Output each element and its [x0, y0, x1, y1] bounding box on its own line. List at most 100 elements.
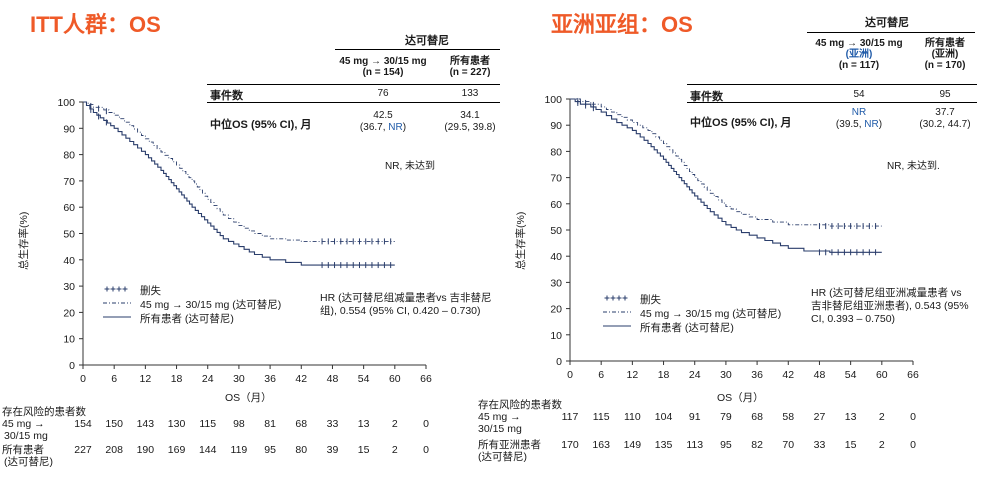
x-axis-label: OS（月）	[717, 392, 764, 404]
nr-note: NR, 未达到	[385, 161, 435, 172]
risk-row1-label: 45 mg → 30/15 mg	[2, 418, 48, 442]
median-col2: 34.1 (29.5, 39.8)	[444, 110, 496, 133]
y-tick-label: 50	[550, 225, 562, 237]
risk-value: 150	[105, 418, 123, 430]
risk-value: 113	[686, 439, 704, 451]
risk-value: 2	[878, 439, 885, 451]
y-tick-label: 0	[69, 360, 75, 372]
y-axis-label: 总生存率(%)	[18, 211, 30, 270]
legend-censored: 删失	[140, 285, 161, 297]
y-tick-label: 30	[63, 281, 75, 293]
x-tick-label: 6	[111, 373, 117, 385]
x-tick-label: 0	[80, 373, 86, 385]
events-label: 事件数	[690, 91, 723, 103]
x-tick-label: 48	[814, 369, 826, 381]
risk-value: 81	[264, 418, 276, 430]
legend-all-patients: 所有患者 (达可替尼)	[640, 322, 734, 334]
y-tick-label: 60	[550, 199, 562, 211]
y-axis-label: 总生存率(%)	[515, 211, 527, 270]
y-tick-label: 30	[550, 277, 562, 289]
y-tick-label: 70	[63, 176, 75, 188]
y-tick-label: 40	[550, 251, 562, 263]
risk-value: 227	[74, 444, 92, 456]
y-tick-label: 50	[63, 229, 75, 241]
curve-all-patients	[83, 101, 395, 266]
x-tick-label: 6	[598, 369, 604, 381]
x-tick-label: 36	[751, 369, 763, 381]
risk-value: 170	[561, 439, 579, 451]
x-tick-label: 66	[907, 369, 919, 381]
risk-value: 119	[230, 444, 248, 456]
legend-censored: 删失	[640, 294, 661, 306]
y-tick-label: 80	[63, 150, 75, 162]
y-tick-label: 90	[550, 120, 562, 132]
risk-row2-label: 所有亚洲患者 (达可替尼)	[478, 439, 541, 463]
events-col1: 54	[853, 89, 865, 100]
y-tick-label: 90	[63, 123, 75, 135]
km-chart-asian: 0 6 12 18 24 30 36 42 48 54 60 66 0 10 20 30 40 50 60 70 80 9…	[544, 94, 919, 381]
y-tick-label: 20	[63, 307, 75, 319]
risk-value: 2	[391, 444, 398, 456]
risk-value: 79	[720, 411, 732, 423]
hazard-ratio-text: HR (达可替尼组减量患者vs 吉非替尼组), 0.554 (95% CI, 0…	[320, 292, 492, 317]
y-tick-label: 10	[550, 330, 562, 342]
x-tick-label: 12	[627, 369, 639, 381]
curve-reduced-dose	[83, 101, 395, 242]
risk-value: 115	[199, 418, 217, 430]
nr-note: NR, 未达到.	[887, 161, 940, 172]
events-col1: 76	[377, 88, 389, 99]
curve-reduced-dose	[570, 98, 882, 227]
y-tick-label: 10	[63, 334, 75, 346]
risk-value: 154	[74, 418, 92, 430]
events-label: 事件数	[210, 90, 243, 102]
x-tick-label: 0	[567, 369, 573, 381]
risk-value: 15	[357, 444, 370, 456]
x-tick-label: 60	[389, 373, 401, 385]
risk-row2-label: 所有患者 (达可替尼)	[2, 444, 53, 468]
hazard-ratio-text: HR (达可替尼组亚洲减量患者 vs 吉非替尼组亚洲患者), 0.543 (95…	[811, 287, 969, 325]
x-axis-label: OS（月）	[225, 392, 272, 404]
y-tick-label: 20	[550, 304, 562, 316]
col1-header: 45 mg → 30/15 mg (n = 154)	[339, 56, 427, 78]
risk-value: 163	[592, 439, 610, 451]
legend-all-patients: 所有患者 (达可替尼)	[140, 313, 234, 325]
risk-value: 39	[326, 444, 339, 456]
x-tick-label: 42	[295, 373, 307, 385]
y-tick-label: 0	[556, 356, 562, 368]
x-tick-label: 30	[720, 369, 732, 381]
x-tick-label: 12	[140, 373, 152, 385]
x-tick-label: 18	[658, 369, 670, 381]
risk-value: 0	[423, 418, 429, 430]
risk-header: 存在风险的患者数	[2, 406, 86, 418]
risk-value: 208	[105, 444, 123, 456]
panel-title: ITT人群：OS	[30, 12, 161, 37]
risk-value: 0	[910, 439, 916, 451]
x-tick-label: 36	[264, 373, 276, 385]
risk-value: 135	[654, 439, 673, 451]
median-label: 中位OS (95% CI), 月	[690, 117, 792, 129]
risk-value: 110	[623, 411, 641, 423]
risk-value: 68	[295, 418, 308, 430]
x-tick-label: 30	[233, 373, 245, 385]
x-tick-label: 18	[171, 373, 183, 385]
events-col2: 133	[461, 88, 479, 99]
drug-header: 达可替尼	[865, 17, 909, 29]
median-col1: NR (39.5, NR)	[835, 107, 883, 130]
risk-value: 33	[813, 439, 826, 451]
median-col2: 37.7 (30.2, 44.7)	[919, 107, 971, 130]
x-tick-label: 54	[845, 369, 857, 381]
drug-header: 达可替尼	[405, 35, 449, 47]
risk-value: 95	[264, 444, 276, 456]
curve-all-patients	[570, 98, 882, 253]
events-col2: 95	[939, 89, 951, 100]
risk-value: 27	[813, 411, 826, 423]
risk-value: 104	[654, 411, 673, 423]
y-tick-label: 70	[550, 173, 562, 185]
risk-value: 115	[592, 411, 610, 423]
risk-value: 68	[751, 411, 763, 423]
median-label: 中位OS (95% CI), 月	[210, 119, 312, 131]
risk-value: 0	[910, 411, 916, 423]
legend-reduced-dose: 45 mg → 30/15 mg (达可替尼)	[140, 299, 282, 311]
risk-row1-label: 45 mg → 30/15 mg	[478, 411, 522, 435]
risk-value: 95	[720, 439, 732, 451]
